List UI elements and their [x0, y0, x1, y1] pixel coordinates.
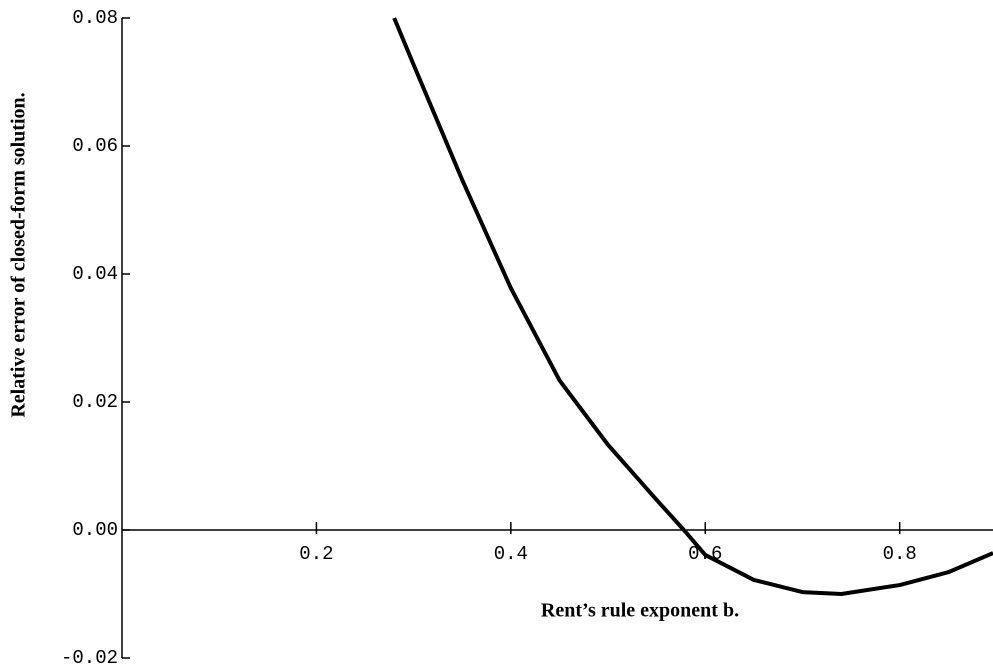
y-tick-label: 0.02	[72, 391, 118, 413]
x-tick-label: 0.4	[494, 543, 528, 565]
curve	[392, 17, 993, 596]
x-axis-label: Rent’s rule exponent b.	[541, 600, 739, 622]
y-tick-label: 0.00	[72, 519, 118, 541]
y-tick-label: 0.06	[72, 135, 118, 157]
y-axis-label: Relative error of closed-form solution.	[8, 92, 30, 417]
y-tick-label: 0.08	[72, 7, 118, 29]
y-tick-label: 0.04	[72, 263, 118, 285]
x-tick-label: 0.8	[883, 543, 917, 565]
x-tick-label: 0.2	[299, 543, 333, 565]
y-tick-label: -0.02	[61, 647, 118, 669]
